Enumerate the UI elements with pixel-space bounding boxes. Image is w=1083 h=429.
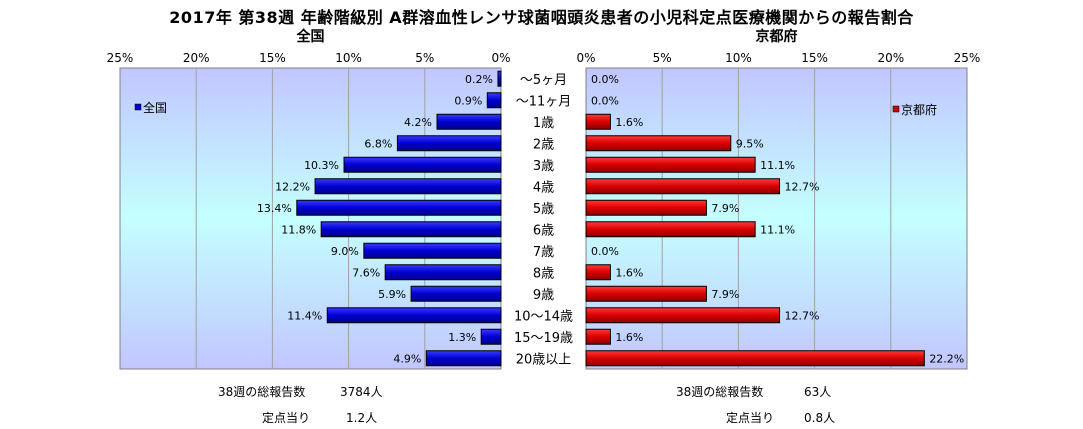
data-label-national: 10.3% (304, 159, 339, 172)
bar-kyoto (585, 135, 732, 152)
data-label-national: 1.3% (448, 331, 476, 344)
data-label-kyoto: 0.0% (591, 73, 619, 86)
bar-national (497, 70, 502, 87)
data-label-kyoto: 0.0% (591, 94, 619, 107)
data-label-kyoto: 1.6% (615, 266, 643, 279)
x-tick-label-left: 0% (491, 51, 510, 65)
x-tick-label-left: 15% (259, 51, 286, 65)
data-label-national: 11.4% (287, 309, 322, 322)
category-label: ～11ヶ月 (516, 94, 572, 109)
category-label: 6歳 (533, 223, 554, 238)
data-label-national: 11.8% (281, 223, 316, 236)
category-label: 7歳 (533, 245, 554, 260)
data-label-kyoto: 7.9% (711, 288, 739, 301)
bar-national (296, 199, 502, 216)
kyoto-per-value: 0.8人 (804, 411, 836, 425)
x-tick-label-left: 25% (107, 51, 134, 65)
bar-kyoto (585, 113, 611, 130)
legend-national: 全国 (143, 100, 167, 115)
data-label-kyoto: 9.5% (736, 137, 764, 150)
bar-national (480, 328, 502, 345)
category-label: 3歳 (533, 159, 554, 174)
chart-title: 2017年 第38週 年齢階級別 A群溶血性レンサ球菌咽頭炎患者の小児科定点医療… (169, 8, 914, 27)
x-tick-label-left: 20% (183, 51, 210, 65)
plot-area-left (119, 67, 502, 370)
bar-kyoto (585, 156, 756, 173)
bar-kyoto (585, 350, 925, 367)
category-label: ～5ヶ月 (520, 73, 567, 88)
national-per-value: 1.2人 (346, 411, 378, 425)
bar-national (343, 156, 502, 173)
x-tick-label-right: 10% (725, 51, 752, 65)
bar-national (314, 178, 502, 195)
x-tick-label-right: 25% (954, 51, 981, 65)
category-label: 20歳以上 (516, 352, 572, 367)
data-label-kyoto: 22.2% (929, 352, 964, 365)
bar-kyoto (585, 264, 611, 281)
data-label-kyoto: 7.9% (711, 202, 739, 215)
national-total-label: 38週の総報告数 (218, 385, 306, 399)
data-label-kyoto: 12.7% (785, 180, 820, 193)
bar-national (410, 285, 502, 302)
data-label-kyoto: 1.6% (615, 116, 643, 129)
category-label: 10～14歳 (514, 309, 573, 324)
x-tick-label-right: 15% (801, 51, 828, 65)
legend-swatch-national (134, 103, 142, 111)
x-tick-label-left: 10% (335, 51, 362, 65)
data-label-national: 6.8% (364, 137, 392, 150)
national-total-value: 3784人 (340, 385, 383, 399)
data-label-national: 4.9% (393, 352, 421, 365)
data-label-national: 0.9% (454, 94, 482, 107)
x-tick-label-right: 5% (653, 51, 672, 65)
bar-national (396, 135, 502, 152)
category-label: 9歳 (533, 288, 554, 303)
data-label-kyoto: 0.0% (591, 245, 619, 258)
category-label: 2歳 (533, 137, 554, 152)
kyoto-total-label: 38週の総報告数 (676, 385, 764, 399)
kyoto-per-label: 定点当り (726, 411, 775, 425)
data-label-national: 13.4% (257, 202, 292, 215)
bar-national (320, 221, 502, 238)
x-tick-label-right: 0% (576, 51, 595, 65)
data-label-national: 7.6% (352, 266, 380, 279)
legend-kyoto: 京都府 (901, 102, 937, 117)
data-label-national: 5.9% (378, 288, 406, 301)
category-label: 5歳 (533, 202, 554, 217)
bar-national (326, 307, 502, 324)
category-label: 1歳 (533, 116, 554, 131)
category-label: 4歳 (533, 180, 554, 195)
bar-kyoto (585, 221, 756, 238)
bar-kyoto (585, 199, 707, 216)
bar-kyoto (585, 285, 707, 302)
data-label-kyoto: 12.7% (785, 309, 820, 322)
legend-swatch-kyoto (892, 105, 900, 113)
category-label: 8歳 (533, 266, 554, 281)
bar-national (486, 92, 502, 109)
data-label-kyoto: 11.1% (760, 223, 795, 236)
data-label-kyoto: 11.1% (760, 159, 795, 172)
category-label: 15～19歳 (514, 331, 573, 346)
data-label-national: 9.0% (331, 245, 359, 258)
kyoto-total-value: 63人 (804, 385, 832, 399)
x-tick-label-left: 5% (415, 51, 434, 65)
panel-header-right: 京都府 (756, 28, 798, 45)
bar-national (363, 242, 502, 259)
panel-header-left: 全国 (296, 28, 325, 45)
bar-kyoto (585, 178, 781, 195)
data-label-national: 12.2% (275, 180, 310, 193)
data-label-national: 4.2% (404, 116, 432, 129)
bar-kyoto (585, 328, 611, 345)
data-label-national: 0.2% (465, 73, 493, 86)
bar-national (436, 113, 502, 130)
x-tick-label-right: 20% (877, 51, 904, 65)
national-per-label: 定点当り (262, 411, 311, 425)
data-label-kyoto: 1.6% (615, 331, 643, 344)
bar-national (425, 350, 502, 367)
bar-national (384, 264, 502, 281)
bar-kyoto (585, 307, 781, 324)
